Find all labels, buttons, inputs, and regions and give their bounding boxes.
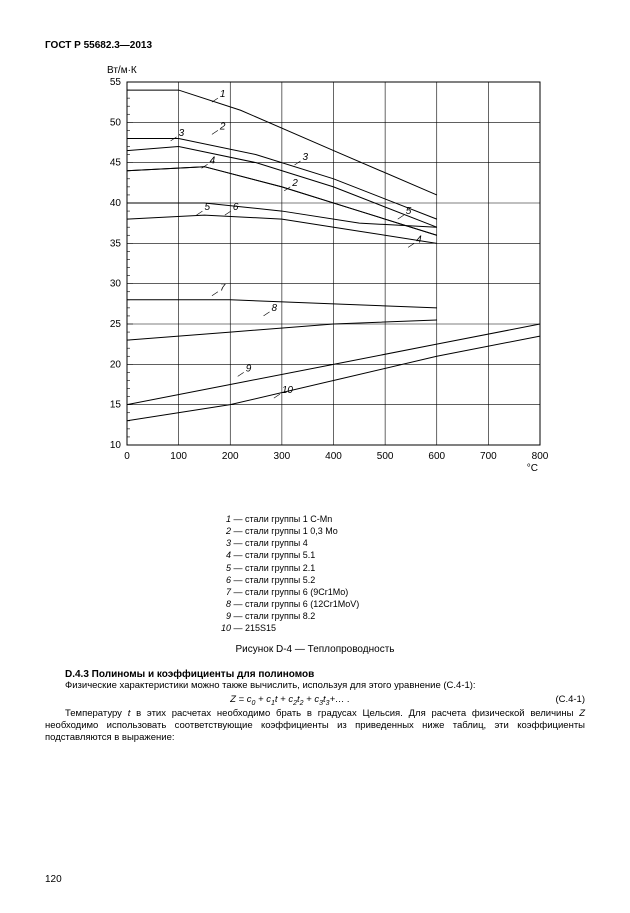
section-heading: D.4.3 Полиномы и коэффициенты для полино… bbox=[45, 669, 585, 680]
svg-text:10: 10 bbox=[110, 440, 122, 451]
document-header: ГОСТ Р 55682.3—2013 bbox=[45, 40, 585, 51]
svg-text:0: 0 bbox=[124, 451, 130, 462]
svg-text:25: 25 bbox=[110, 319, 122, 330]
legend-row: 3 — стали группы 4 bbox=[215, 537, 585, 549]
svg-text:°C: °C bbox=[527, 463, 538, 473]
y-axis-unit: Вт/м·К bbox=[107, 65, 550, 76]
svg-text:20: 20 bbox=[110, 359, 122, 370]
legend-row: 9 — стали группы 8.2 bbox=[215, 610, 585, 622]
chart-area: Вт/м·К 0100200300400500600700800°C101520… bbox=[95, 65, 550, 473]
svg-text:50: 50 bbox=[110, 117, 122, 128]
svg-text:400: 400 bbox=[325, 451, 342, 462]
paragraph-1: Физические характеристики можно также вы… bbox=[45, 680, 585, 692]
page: ГОСТ Р 55682.3—2013 Вт/м·К 0 100 200 300 400… bbox=[0, 0, 630, 913]
thermal-conductivity-chart: 0100200300400500600700800°C1015202530354… bbox=[95, 78, 550, 473]
chart-legend: 1 — стали группы 1 C-Mn2 — стали группы … bbox=[215, 513, 585, 634]
equation: Z = c0 + c1t + c2t2 + c3t3+… . bbox=[45, 694, 535, 707]
svg-text:10: 10 bbox=[282, 385, 294, 396]
svg-text:100: 100 bbox=[170, 451, 187, 462]
equation-row: Z = c0 + c1t + c2t2 + c3t3+… . (C.4-1) bbox=[45, 694, 585, 707]
legend-row: 4 — стали группы 5.1 bbox=[215, 549, 585, 561]
page-number: 120 bbox=[45, 874, 62, 885]
body-text-2: Температуру t в этих расчетах необходимо… bbox=[45, 708, 585, 745]
svg-text:40: 40 bbox=[110, 198, 122, 209]
equation-number: (C.4-1) bbox=[535, 694, 585, 707]
svg-text:55: 55 bbox=[110, 78, 122, 88]
svg-text:300: 300 bbox=[274, 451, 291, 462]
legend-row: 10 — 215S15 bbox=[215, 622, 585, 634]
legend-row: 5 — стали группы 2.1 bbox=[215, 562, 585, 574]
figure-caption: Рисунок D-4 — Теплопроводность bbox=[45, 644, 585, 655]
svg-text:6: 6 bbox=[233, 202, 239, 213]
svg-text:2: 2 bbox=[291, 178, 298, 189]
svg-text:200: 200 bbox=[222, 451, 239, 462]
svg-text:500: 500 bbox=[377, 451, 394, 462]
svg-text:8: 8 bbox=[272, 303, 278, 314]
paragraph-2: Температуру t в этих расчетах необходимо… bbox=[45, 708, 585, 745]
svg-text:700: 700 bbox=[480, 451, 497, 462]
svg-text:3: 3 bbox=[179, 128, 185, 139]
svg-text:3: 3 bbox=[303, 152, 309, 163]
svg-text:2: 2 bbox=[219, 121, 226, 132]
svg-text:800: 800 bbox=[532, 451, 549, 462]
svg-text:4: 4 bbox=[210, 155, 216, 166]
svg-text:1: 1 bbox=[220, 89, 226, 100]
svg-text:5: 5 bbox=[406, 206, 412, 217]
svg-text:30: 30 bbox=[110, 279, 122, 290]
svg-text:7: 7 bbox=[220, 283, 226, 294]
legend-row: 6 — стали группы 5.2 bbox=[215, 574, 585, 586]
legend-row: 7 — стали группы 6 (9Cr1Mo) bbox=[215, 586, 585, 598]
svg-text:5: 5 bbox=[204, 202, 210, 213]
legend-row: 8 — стали группы 6 (12Cr1MoV) bbox=[215, 598, 585, 610]
svg-text:35: 35 bbox=[110, 238, 122, 249]
body-text: Физические характеристики можно также вы… bbox=[45, 680, 585, 692]
svg-text:4: 4 bbox=[416, 234, 422, 245]
svg-text:600: 600 bbox=[428, 451, 445, 462]
legend-row: 1 — стали группы 1 C-Mn bbox=[215, 513, 585, 525]
svg-text:45: 45 bbox=[110, 158, 122, 169]
svg-text:15: 15 bbox=[110, 400, 122, 411]
svg-text:9: 9 bbox=[246, 363, 252, 374]
legend-row: 2 — стали группы 1 0,3 Mo bbox=[215, 525, 585, 537]
